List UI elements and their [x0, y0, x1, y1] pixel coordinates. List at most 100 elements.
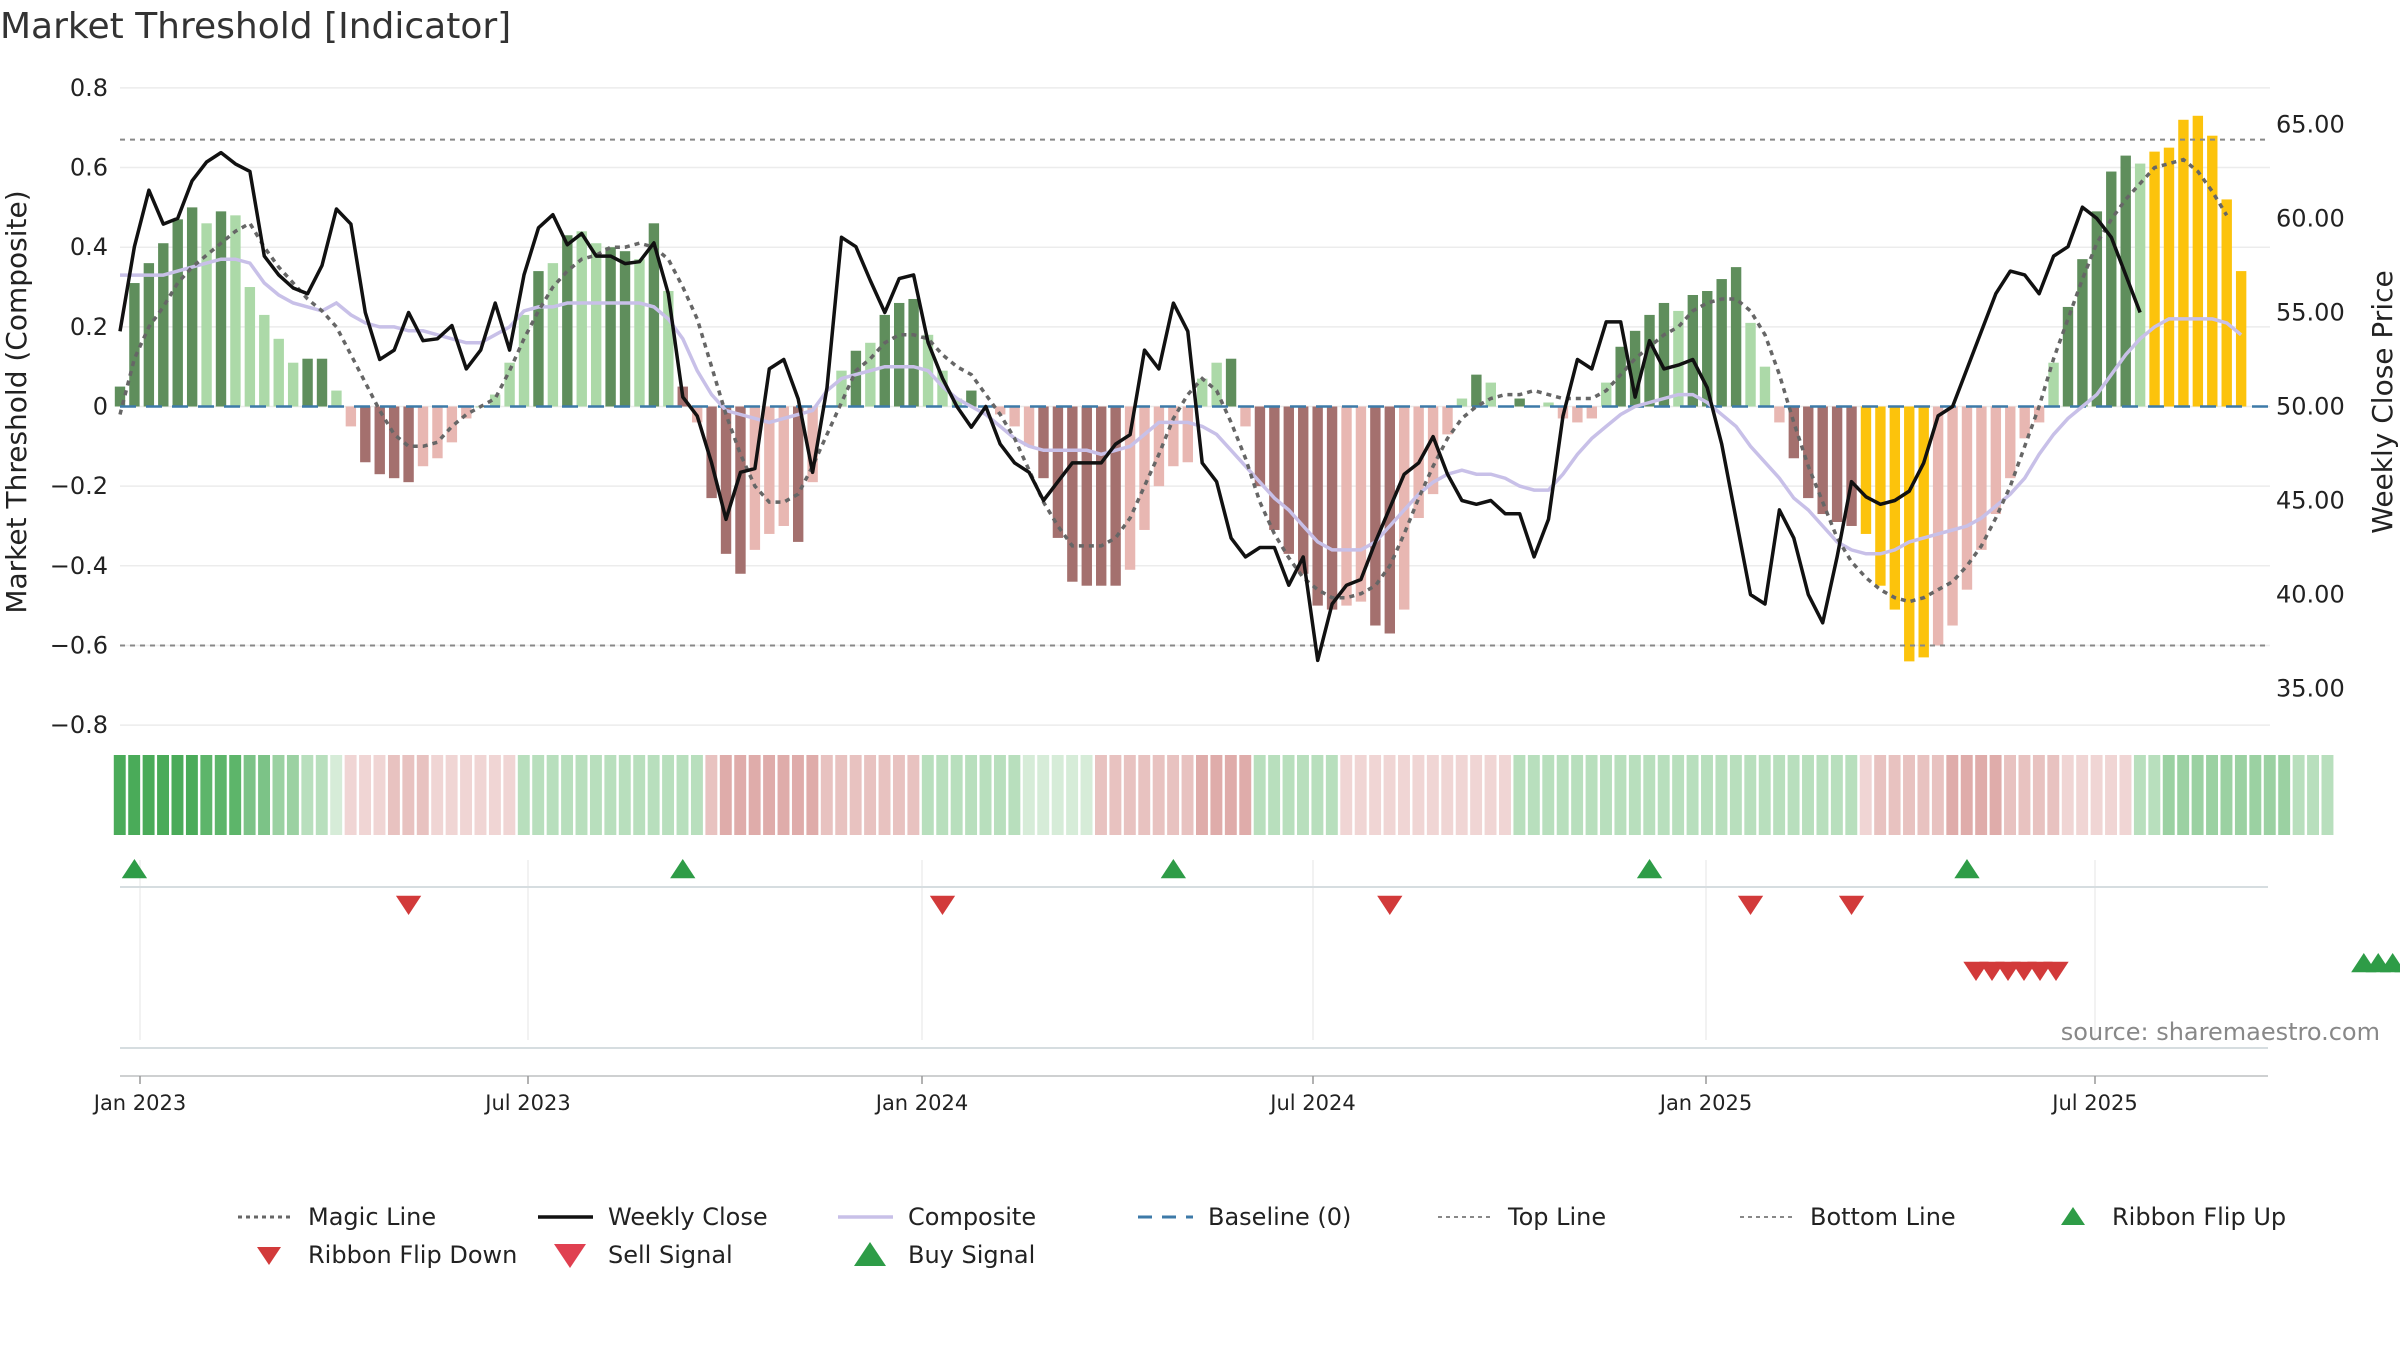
ribbon-cell [1600, 755, 1612, 835]
ribbon-cell [315, 755, 328, 835]
ribbon-cell [2032, 755, 2045, 835]
ribbon-cell [864, 755, 877, 835]
ribbon-cell [2061, 755, 2074, 835]
composite-bar [215, 211, 227, 407]
ribbon-cell [1657, 755, 1670, 835]
ribbon-flip-up-marker [1160, 859, 1187, 879]
y-axis-right: 65.00 60.00 55.00 50.00 45.00 40.00 35.00 [2276, 110, 2345, 702]
ribbon-cell [719, 755, 732, 835]
ribbon-cell [676, 755, 689, 835]
composite-bar [1326, 406, 1338, 610]
ribbon-flip-up-marker [121, 859, 148, 879]
composite-bar [1803, 406, 1814, 499]
ribbon-cell [2263, 755, 2276, 835]
sell-signal-marker [1995, 961, 2021, 981]
composite-bar [1009, 406, 1020, 427]
ribbon-cell [445, 755, 458, 835]
ribbon-cell [2206, 755, 2218, 835]
ribbon-cell [416, 755, 429, 835]
composite-bar [2149, 151, 2160, 407]
ribbon-cell [1715, 755, 1728, 835]
ribbon-cell [488, 755, 501, 835]
ribbon-cell [157, 755, 170, 835]
ribbon-cell [1224, 755, 1237, 835]
legend-label: Buy Signal [908, 1241, 1035, 1269]
ribbon-cell [1325, 755, 1338, 835]
composite-bar [374, 406, 385, 475]
composite-bar [1730, 267, 1742, 407]
composite-bar [1601, 382, 1612, 407]
ribbon-cell [1268, 755, 1281, 835]
ribbon-cell [1686, 755, 1699, 835]
ribbon-cell [142, 755, 155, 835]
legend-label: Baseline (0) [1208, 1203, 1351, 1231]
ribbon-cell [1470, 755, 1483, 835]
composite-bar [2178, 119, 2189, 407]
ribbon-cell [2307, 755, 2320, 835]
composite-bars [114, 115, 2247, 662]
ribbon-cell [1455, 755, 1468, 835]
legend-label: Weekly Close [608, 1203, 768, 1231]
ribbon-cell [1931, 755, 1944, 835]
composite-bar [446, 406, 458, 443]
legend-swatch-buy-signal [854, 1242, 886, 1266]
legend: Magic Line Weekly Close Composite Baseline … [238, 1203, 2286, 1269]
composite-bar [778, 406, 789, 526]
composite-bar [143, 263, 155, 407]
composite-bar [1124, 406, 1136, 570]
ribbon-cell [2133, 755, 2146, 835]
sell-signal-marker [2043, 961, 2069, 981]
y2-tick-label: 55.00 [2276, 298, 2345, 326]
ribbon-cell [1614, 755, 1627, 835]
ribbon-cell [618, 755, 631, 835]
ribbon-cell [777, 755, 790, 835]
composite-bar [1875, 406, 1886, 586]
ribbon-cell [1311, 755, 1324, 835]
composite-bar [2163, 147, 2175, 407]
composite-bar [287, 362, 299, 407]
composite-bar [1990, 406, 2002, 515]
ribbon-cell [128, 755, 141, 835]
ribbon-cell [575, 755, 588, 835]
composite-bar [547, 263, 559, 407]
ribbon-cell [835, 755, 848, 835]
composite-bar [850, 350, 862, 407]
buy-signal-marker [2380, 953, 2400, 973]
composite-bar [1081, 406, 1092, 586]
y-tick-label: 0 [93, 393, 108, 421]
ribbon-cell [2105, 755, 2117, 835]
composite-bar [1831, 406, 1843, 522]
composite-bar [302, 358, 313, 407]
composite-bar [259, 314, 270, 407]
ribbon-cell [1210, 755, 1223, 835]
ribbon-cell [950, 755, 963, 835]
composite-bar [605, 247, 616, 407]
ribbon-cell [1744, 755, 1757, 835]
ribbon-cell [1989, 755, 2002, 835]
composite-bar [1052, 406, 1064, 538]
composite-bar [1889, 406, 1901, 610]
ribbon-cell [1917, 755, 1930, 835]
composite-bar [1341, 406, 1352, 606]
composite-bar [1471, 374, 1482, 407]
composite-bar [1947, 406, 1958, 626]
x-axis: Jan 2023 Jul 2023 Jan 2024 Jul 2024 Jan 2025… [92, 1075, 2268, 1115]
ribbon-cell [690, 755, 703, 835]
composite-bar [2235, 271, 2247, 407]
ribbon-flip-down-marker [1377, 895, 1403, 915]
ribbon-cell [1787, 755, 1800, 835]
ribbon-cell [243, 755, 256, 835]
composite-bar [1932, 406, 1944, 646]
ribbon-cell [705, 755, 718, 835]
ribbon-cell [474, 755, 487, 835]
composite-bar [1485, 382, 1496, 407]
ribbon-cell [2249, 755, 2262, 835]
ribbon-cell [561, 755, 574, 835]
composite-bar [1774, 406, 1785, 423]
composite-bar [1687, 294, 1699, 407]
signal-panels [120, 859, 2400, 1077]
ribbon-cell [1008, 755, 1021, 835]
composite-bar [1269, 406, 1280, 530]
composite-bar [1788, 406, 1800, 459]
y2-tick-label: 50.00 [2276, 393, 2345, 421]
